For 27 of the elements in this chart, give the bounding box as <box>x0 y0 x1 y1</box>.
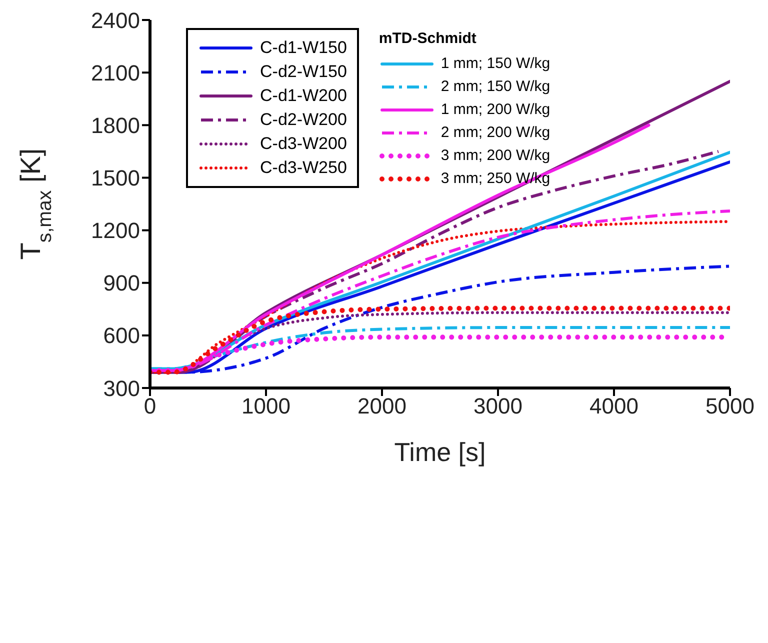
x-tick-label: 5000 <box>706 394 754 419</box>
y-tick-label: 1200 <box>91 218 140 244</box>
y-tick-label: 1500 <box>91 166 140 191</box>
legend-label: 1 mm; 200 W/kg <box>440 100 550 120</box>
x-tick-label: 3000 <box>474 394 522 419</box>
x-tick-label: 4000 <box>590 394 638 419</box>
y-tick-label: 1800 <box>91 112 140 138</box>
legend-label: C-d2-W200 <box>259 109 347 131</box>
legend-label: C-d2-W150 <box>259 61 347 83</box>
y-tick-label: 2400 <box>91 8 140 33</box>
legend-label: 2 mm; 200 W/kg <box>440 123 550 143</box>
y-tick-label: 300 <box>103 376 140 401</box>
legend-label: C-d1-W150 <box>259 37 347 59</box>
x-tick-label: 2000 <box>358 394 406 419</box>
legend-label: C-d1-W200 <box>259 85 347 107</box>
legend-label: 3 mm; 200 W/kg <box>440 146 550 166</box>
legend-label: C-d3-W200 <box>259 133 347 155</box>
legend-label: 2 mm; 150 W/kg <box>440 77 550 97</box>
x-axis-title: Time [s] <box>394 437 486 467</box>
y-tick-label: 600 <box>103 323 140 348</box>
legend-label: C-d3-W250 <box>259 157 347 179</box>
legend-title: mTD-Schmidt <box>378 30 478 49</box>
y-tick-label: 900 <box>103 270 140 296</box>
x-tick-label: 0 <box>144 394 156 419</box>
x-tick-label: 1000 <box>242 394 290 419</box>
legend-label: 1 mm; 150 W/kg <box>440 54 550 74</box>
y-tick-label: 2100 <box>91 60 140 86</box>
